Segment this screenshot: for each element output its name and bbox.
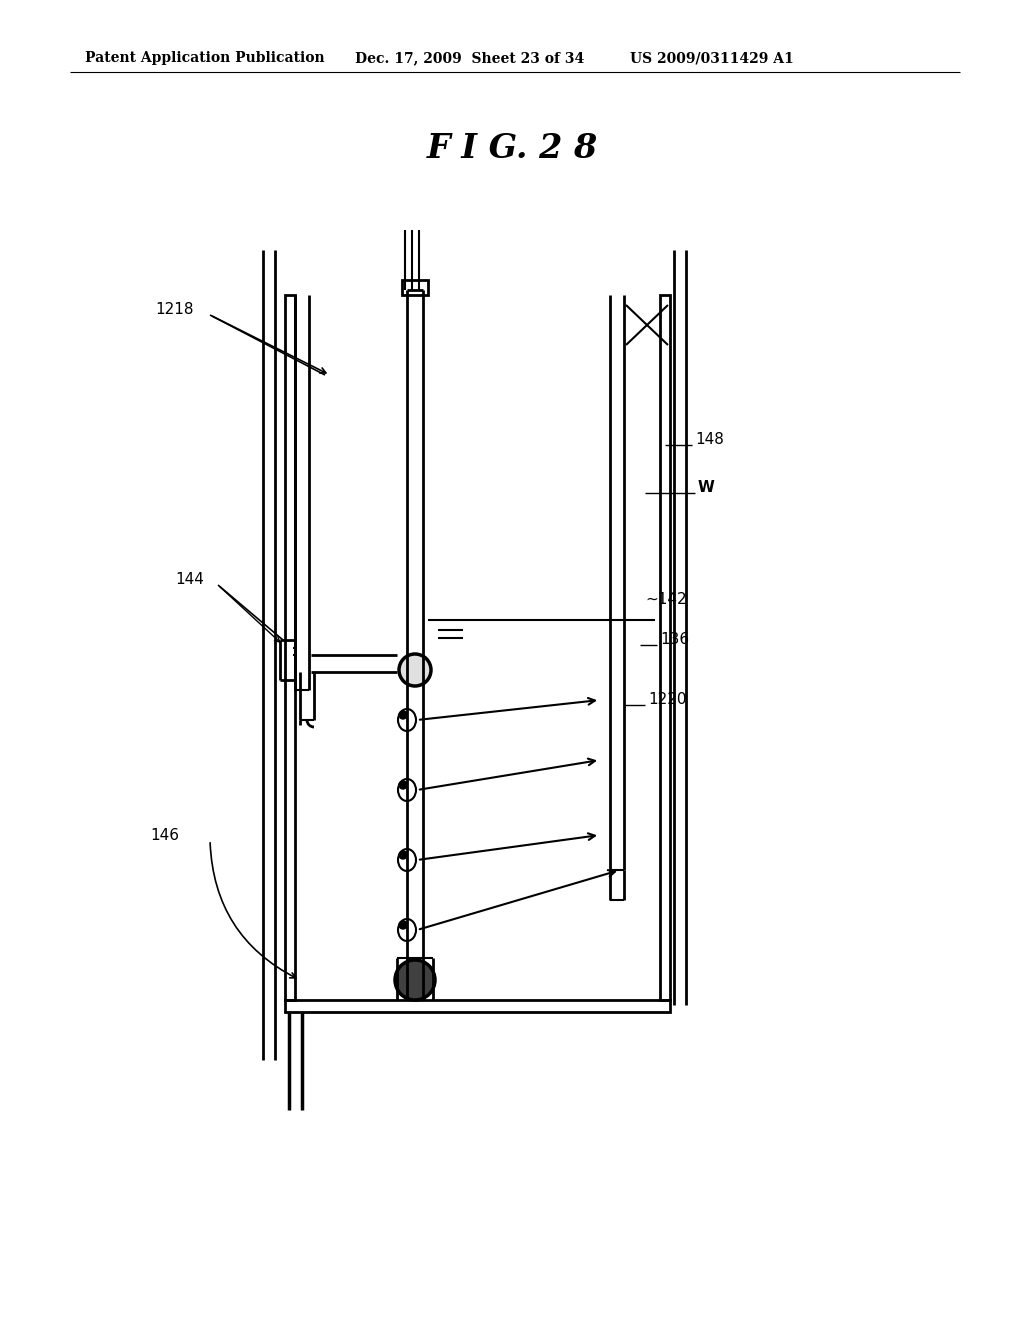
Text: 136: 136 bbox=[660, 632, 689, 648]
FancyArrowPatch shape bbox=[210, 842, 296, 978]
Circle shape bbox=[399, 921, 407, 929]
Circle shape bbox=[395, 960, 435, 1001]
Bar bbox=[402, 280, 428, 294]
Circle shape bbox=[399, 851, 407, 859]
Bar bbox=[285, 294, 295, 1001]
Circle shape bbox=[399, 653, 431, 686]
Bar bbox=[660, 294, 670, 1001]
Text: 146: 146 bbox=[150, 828, 179, 842]
Text: Dec. 17, 2009  Sheet 23 of 34: Dec. 17, 2009 Sheet 23 of 34 bbox=[355, 51, 585, 65]
Text: Patent Application Publication: Patent Application Publication bbox=[85, 51, 325, 65]
Bar bbox=[285, 1001, 670, 1012]
Circle shape bbox=[399, 711, 407, 719]
Text: ~142: ~142 bbox=[645, 593, 687, 607]
Text: US 2009/0311429 A1: US 2009/0311429 A1 bbox=[630, 51, 794, 65]
Text: 144: 144 bbox=[175, 573, 204, 587]
Text: 1218: 1218 bbox=[155, 302, 194, 318]
Text: 1220: 1220 bbox=[648, 693, 686, 708]
Circle shape bbox=[399, 781, 407, 789]
Text: W: W bbox=[698, 480, 715, 495]
Text: F I G. 2 8: F I G. 2 8 bbox=[426, 132, 598, 165]
Text: 148: 148 bbox=[695, 433, 724, 447]
